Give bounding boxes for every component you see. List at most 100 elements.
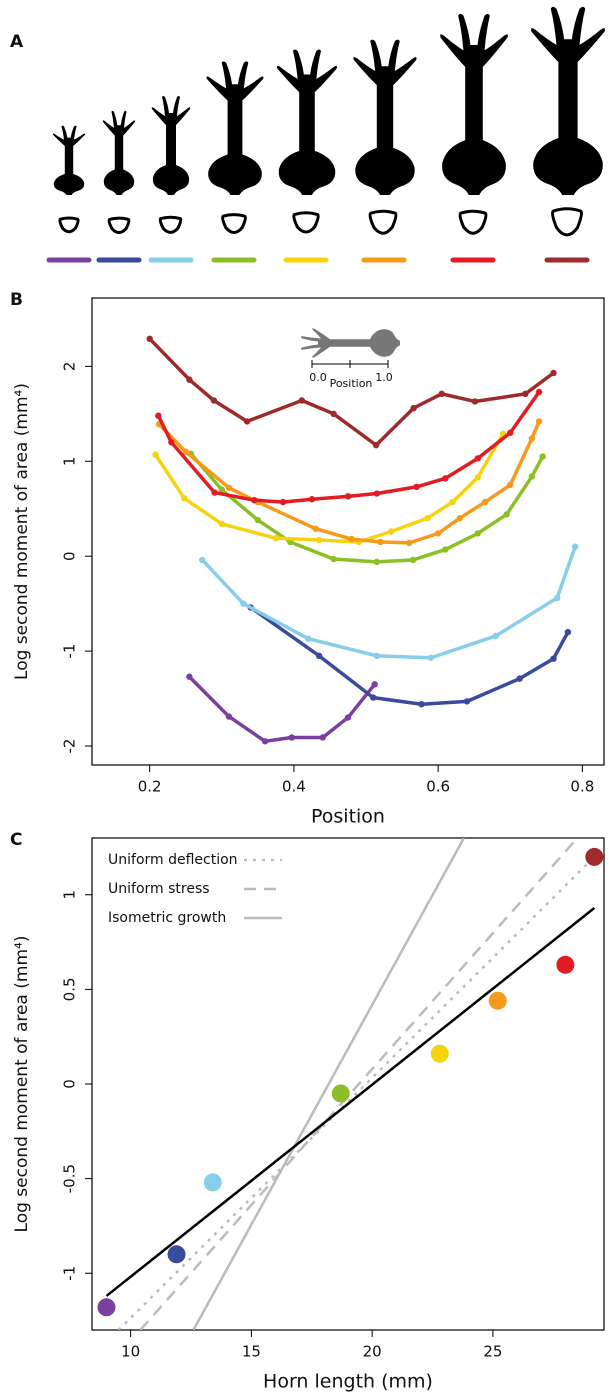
point [371,681,378,688]
horn [531,6,605,195]
point [528,473,536,480]
point [344,493,352,500]
point [312,525,319,532]
cross-section [108,217,130,233]
point [550,655,557,662]
point [330,555,337,563]
point [186,376,193,383]
point [373,490,381,497]
point [553,594,561,602]
point [535,418,543,425]
point [492,632,500,640]
cross-section [59,217,79,233]
series-line [148,337,555,447]
panel-label: C [10,830,22,850]
x-axis-title: Horn length (mm) [263,1371,433,1393]
inset: 0.0 1.0 Position [301,328,400,390]
x-tick-label: 20 [363,1343,382,1361]
point [418,701,425,708]
point [348,535,355,543]
point [463,698,471,705]
point [522,390,529,398]
point [225,484,233,492]
inset-tick: 0.0 [309,371,327,384]
panel-label: A [10,32,24,52]
point [279,498,287,506]
point [261,738,269,745]
point [471,398,479,405]
reference-line [105,907,596,1297]
point [254,516,262,524]
point [211,489,218,496]
horn [353,39,417,195]
cross-section [369,210,397,234]
series-line [156,390,541,504]
horn [206,61,264,195]
point [430,1044,449,1063]
point [507,481,514,489]
point [507,429,514,436]
x-tick-label: 0.8 [570,778,594,796]
cross-section [551,208,583,236]
point [550,369,557,377]
point [203,1173,222,1192]
point [410,404,417,412]
point [97,1298,116,1317]
point [181,495,188,502]
point [438,390,445,398]
horn-silhouettes [52,6,605,195]
cross-section [293,212,319,233]
series-line [157,420,541,545]
point [305,635,312,642]
point [186,673,193,680]
point [251,496,258,504]
point [413,483,420,491]
horn [276,49,338,195]
panel-label: B [10,290,23,310]
inset-label: Position [330,377,373,390]
point [225,713,233,720]
cross-sections [59,208,583,236]
point [424,515,431,522]
plot-area [97,838,604,1330]
legend-label: Uniform deflection [108,852,238,868]
point [167,1245,186,1264]
y-axis-title: Log second moment of area (mm⁴) [12,936,32,1233]
reference-line [139,838,579,1330]
horn [52,125,86,195]
point [481,498,489,506]
point [556,955,575,974]
y-tick-label: -1 [61,1266,79,1281]
cross-section [222,214,246,233]
point [488,991,507,1010]
point [409,556,417,564]
y-tick-label: 1 [61,890,79,900]
point [456,515,463,522]
point [388,528,395,535]
point [474,530,482,537]
point [539,453,546,460]
y-tick-label: 0 [61,551,79,561]
y-tick-label: -0.5 [61,1164,79,1193]
legend-label: Isometric growth [108,910,226,926]
cross-section [459,210,487,234]
point [434,530,442,537]
x-tick-label: 0.4 [282,778,306,796]
point [218,486,226,493]
y-tick-label: -2 [61,739,79,754]
point [146,335,153,343]
point [373,652,381,660]
point [474,455,482,462]
point [308,496,316,503]
point [210,397,218,404]
point [535,388,543,396]
point [516,675,523,682]
inset-tick: 1.0 [375,371,393,384]
point [373,558,381,566]
horn [102,110,136,195]
cross-section [159,216,182,233]
y-tick-label: -1 [61,644,79,659]
point [571,543,579,550]
x-tick-label: 15 [242,1343,261,1361]
